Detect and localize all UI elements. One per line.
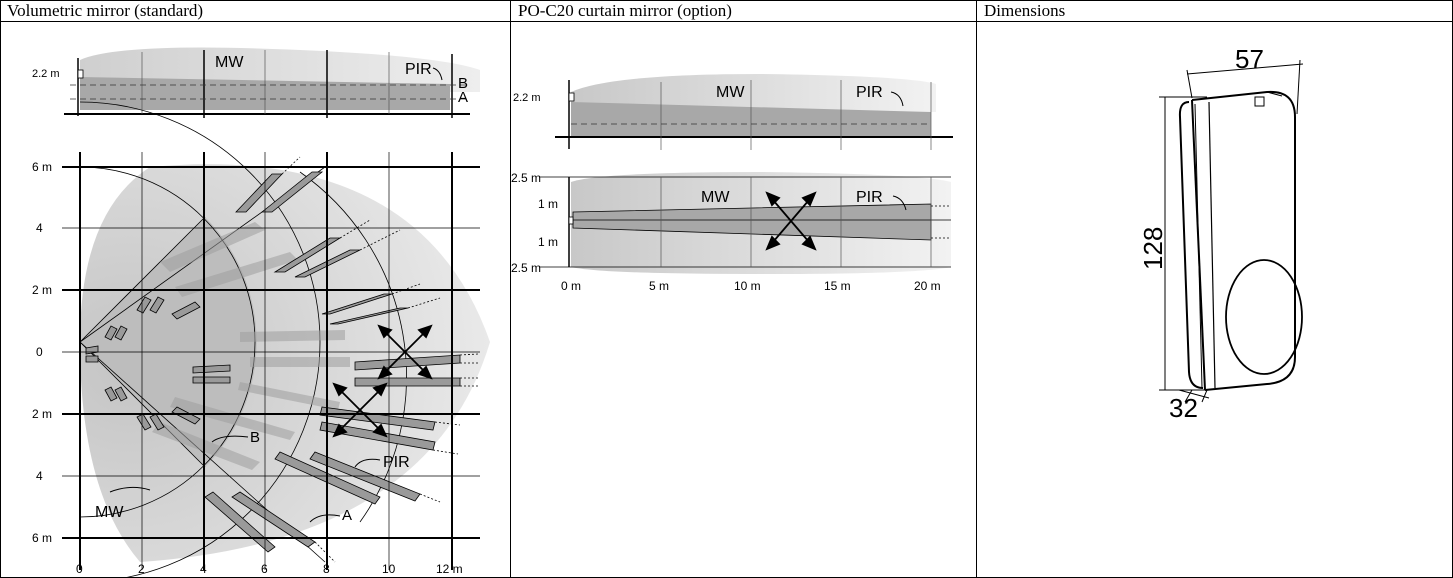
top-zone-b-label: B (250, 429, 260, 446)
top-zone-a-label: A (342, 507, 352, 524)
curtain-side-view: 2.2 m MW PIR (513, 74, 953, 150)
top-pir-label: PIR (383, 454, 410, 471)
curtain-side-mw-label: MW (716, 84, 745, 101)
y-tick: 2 m (32, 407, 52, 421)
curtain-top-mw-label: MW (701, 189, 730, 206)
y-tick: 6 m (32, 531, 52, 545)
volumetric-side-view: 2.2 m MW PIR B A (32, 47, 480, 118)
x-tick: 0 (76, 562, 83, 576)
x-tick: 12 m (436, 562, 463, 576)
x-tick: 5 m (649, 279, 669, 293)
side-zone-b-label: B (458, 75, 468, 92)
device-outline (1178, 90, 1303, 391)
top-mw-label: MW (95, 504, 124, 521)
x-tick: 15 m (824, 279, 851, 293)
y-tick: 1 m (538, 197, 558, 211)
curtain-x-axis: 0 m 5 m 10 m 15 m 20 m (561, 279, 941, 293)
volumetric-top-view: B PIR MW A 6 m 4 2 m 0 2 m 4 6 m 0 2 4 6… (32, 101, 490, 578)
y-tick: 0 (36, 345, 43, 359)
curtain-top-view: MW PIR 2.5 m 1 m 1 m 2.5 m 0 m 5 m 10 m … (511, 171, 951, 293)
side-height-label: 2.2 m (32, 68, 60, 80)
side-pir-label: PIR (405, 61, 432, 78)
header-curtain: PO-C20 curtain mirror (option) (511, 0, 976, 22)
y-tick: 2 m (32, 283, 52, 297)
column-divider (510, 0, 511, 578)
x-tick: 8 (323, 562, 330, 576)
y-tick: 4 (36, 469, 43, 483)
dimension-lines (1159, 59, 1304, 403)
top-y-axis: 6 m 4 2 m 0 2 m 4 6 m (32, 160, 52, 545)
curtain-side-pir-label: PIR (856, 84, 883, 101)
x-tick: 20 m (914, 279, 941, 293)
x-tick: 0 m (561, 279, 581, 293)
x-tick: 10 m (734, 279, 761, 293)
top-x-axis: 0 2 4 6 8 10 12 m (76, 562, 463, 576)
x-tick: 2 (138, 562, 145, 576)
curtain-side-height-label: 2.2 m (513, 92, 541, 104)
side-zone-a-label: A (458, 89, 468, 106)
y-tick: 4 (36, 221, 43, 235)
curtain-y-axis: 2.5 m 1 m 1 m 2.5 m (511, 171, 558, 275)
y-tick: 1 m (538, 235, 558, 249)
dimension-height: 128 (1138, 227, 1168, 270)
x-tick: 4 (200, 562, 207, 576)
dimension-width: 57 (1235, 44, 1264, 74)
y-tick: 2.5 m (511, 171, 541, 185)
y-tick: 2.5 m (511, 261, 541, 275)
header-dimensions: Dimensions (977, 0, 1453, 22)
volumetric-diagram: 2.2 m MW PIR B A (32, 47, 490, 578)
curtain-diagram: 2.2 m MW PIR MW PIR 2.5 (511, 74, 953, 293)
header-volumetric: Volumetric mirror (standard) (0, 0, 510, 22)
x-tick: 10 (382, 562, 396, 576)
side-mw-label: MW (215, 54, 244, 71)
column-divider (976, 0, 977, 578)
dimensions-diagram: 57 128 32 (1138, 44, 1304, 423)
y-tick: 6 m (32, 160, 52, 174)
dimension-depth: 32 (1169, 393, 1198, 423)
curtain-top-pir-label: PIR (856, 189, 883, 206)
x-tick: 6 (261, 562, 268, 576)
